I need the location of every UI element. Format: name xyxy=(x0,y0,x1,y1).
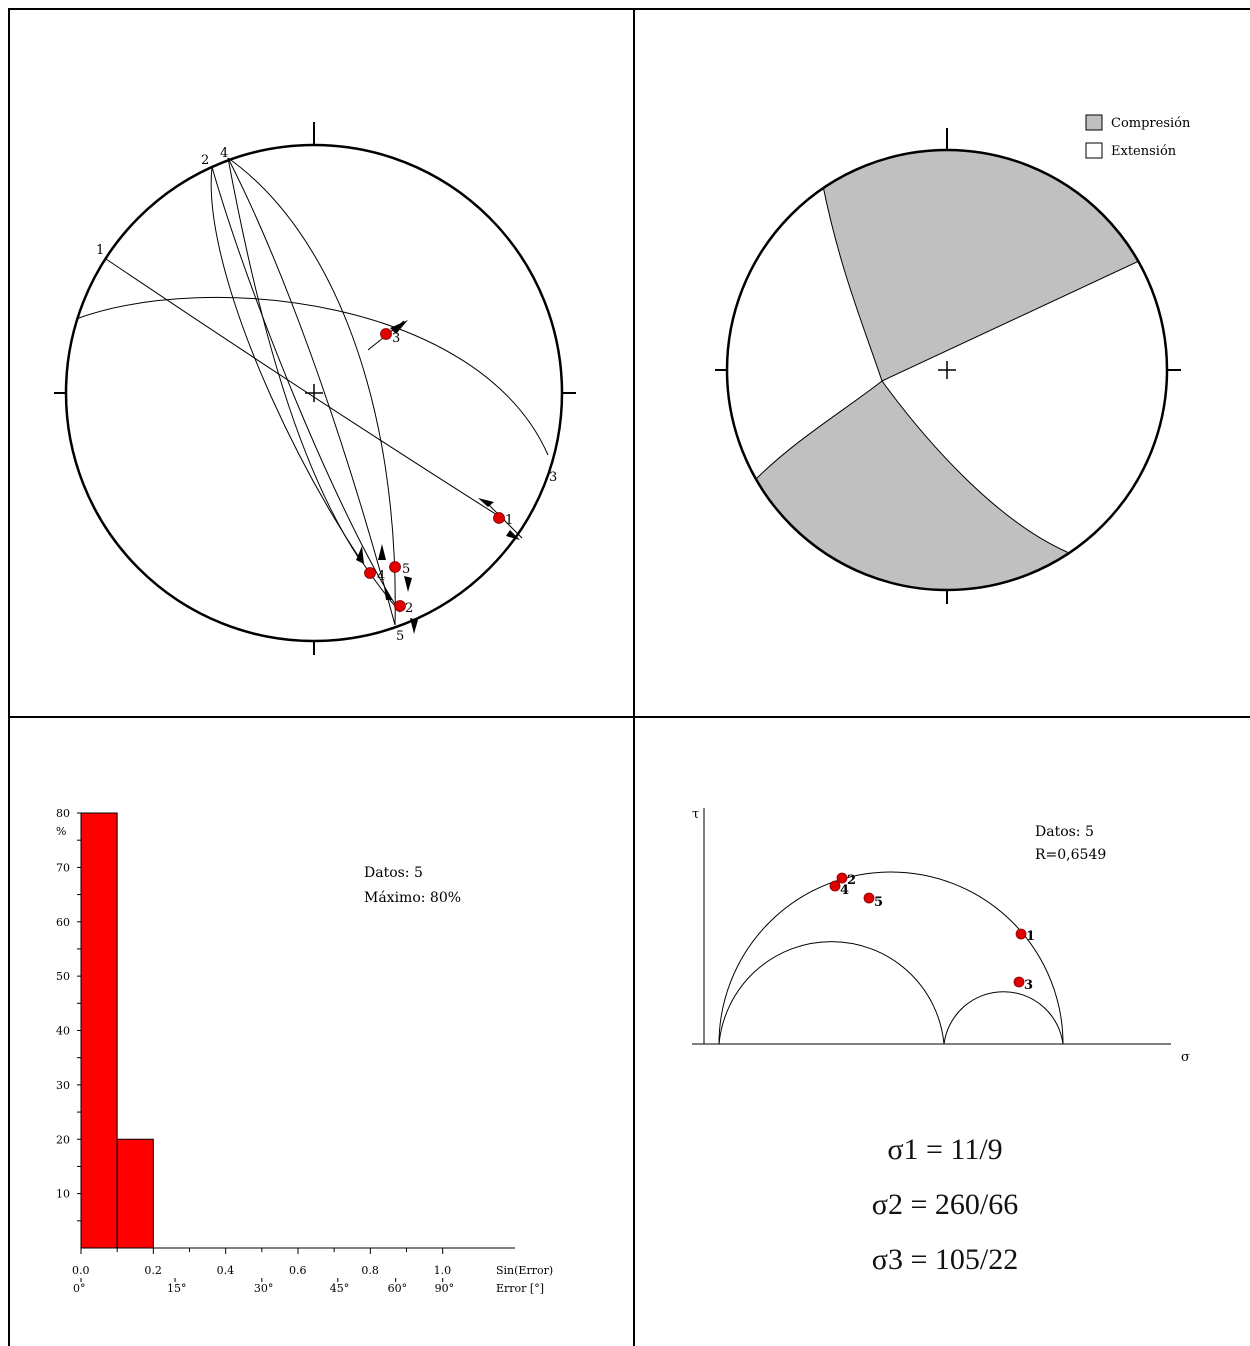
legend-compression-swatch xyxy=(1085,114,1103,131)
point-label-1: 1 xyxy=(505,513,513,528)
mohr-point-4 xyxy=(829,880,841,892)
mohr-point-5 xyxy=(863,892,875,904)
stereonet-point-1 xyxy=(493,512,505,524)
mohr-annotation-r: R=0,6549 xyxy=(1035,847,1106,863)
histogram-deg-tick-label: 15° xyxy=(167,1282,187,1295)
mohr-sigma-label: σ xyxy=(1181,1050,1190,1065)
stress-sigma2: σ2 = 260/66 xyxy=(871,1188,1019,1221)
mohr-panel: τ σ Datos: 5 R=0,6549 1 2 3 4 5 σ1 = 11/… xyxy=(635,718,1250,1346)
stress-sigma3: σ3 = 105/22 xyxy=(871,1243,1019,1276)
error-histogram-panel: 80 70 60 50 40 30 20 10% 0.0 0.2 0.4 0.6 0.8 1.0 0° 15°… xyxy=(10,718,633,1346)
slip-arrow-2a xyxy=(378,544,386,560)
table-divider-horizontal xyxy=(8,716,1250,718)
focal-mechanism-svg: Compresión Extensión xyxy=(715,114,1191,604)
histogram-deg-tick-label: 0° xyxy=(73,1282,86,1295)
fault-plane-2b xyxy=(211,166,401,613)
histogram-deg-tick-label: 60° xyxy=(388,1282,408,1295)
stereonet-svg: 1 2 4 3 5 1 3 4 5 2 xyxy=(54,122,576,655)
mohr-point-label-1: 1 xyxy=(1026,929,1035,944)
slip-arrow-4 xyxy=(356,546,364,564)
slip-arrow-3 xyxy=(390,320,408,334)
histogram-deg-tick-label: 90° xyxy=(435,1282,455,1295)
fault-plane-5 xyxy=(227,157,361,561)
table-divider-vertical xyxy=(633,8,635,1346)
histogram-annotation-max: Máximo: 80% xyxy=(364,890,461,906)
fault-plane-4b xyxy=(227,157,396,626)
mohr-diagram-svg: τ σ Datos: 5 R=0,6549 1 2 3 4 5 xyxy=(692,807,1190,1065)
mohr-circle-small-left xyxy=(718,941,945,1045)
histogram-x-tick-label: 0.2 xyxy=(144,1264,162,1277)
compression-quadrant-south xyxy=(734,380,1068,590)
plane-label-2: 2 xyxy=(201,153,209,168)
mohr-circle-outer xyxy=(718,871,1064,1045)
stereonet-panel: 1 2 4 3 5 1 3 4 5 2 xyxy=(0,0,633,716)
histogram-deg-tick-label: 45° xyxy=(330,1282,350,1295)
point-label-4: 4 xyxy=(377,569,385,584)
stereonet-point-3 xyxy=(380,328,392,340)
stereonet-point-2 xyxy=(394,600,406,612)
legend-extension-label: Extensión xyxy=(1111,144,1177,159)
slip-arrow-2b xyxy=(384,586,392,600)
mohr-tau-label: τ xyxy=(692,807,699,822)
mohr-point-1 xyxy=(1015,928,1027,940)
table-border-top xyxy=(8,8,1250,10)
histogram-y-tick-label: 80 xyxy=(56,807,70,820)
fault-plane-1 xyxy=(105,258,506,521)
stereonet-point-4 xyxy=(364,567,376,579)
mohr-point-label-2: 2 xyxy=(847,873,856,888)
histogram-y-unit: % xyxy=(56,825,66,838)
mohr-circle-small-right xyxy=(943,991,1064,1045)
plane-label-3: 3 xyxy=(549,470,557,485)
mohr-point-label-5: 5 xyxy=(874,895,883,910)
mohr-point-label-4: 4 xyxy=(840,883,849,898)
stress-sigma1: σ1 = 11/9 xyxy=(887,1133,1003,1166)
histogram-x-tick-label: 0.0 xyxy=(72,1264,90,1277)
mohr-annotation-count: Datos: 5 xyxy=(1035,824,1094,840)
histogram-x-tick-label: 0.8 xyxy=(361,1264,379,1277)
fault-plane-2a xyxy=(210,166,401,613)
legend-extension-swatch xyxy=(1085,142,1103,159)
error-histogram-svg: 80 70 60 50 40 30 20 10% 0.0 0.2 0.4 0.6 0.8 1.0 0° 15°… xyxy=(56,807,553,1295)
histogram-x-tick-label: 1.0 xyxy=(434,1264,452,1277)
mohr-point-2 xyxy=(836,872,848,884)
legend-compression-label: Compresión xyxy=(1111,116,1191,131)
histogram-x-tick-label: 0.6 xyxy=(289,1264,307,1277)
histogram-y-tick-label: 40 xyxy=(56,1025,70,1038)
table-border-left xyxy=(8,8,10,1346)
focal-mechanism-panel: Compresión Extensión xyxy=(635,0,1250,716)
histogram-annotation-count: Datos: 5 xyxy=(364,865,423,881)
slip-arrow-5 xyxy=(404,576,412,592)
slip-arrow-2c xyxy=(410,618,418,634)
histogram-y-tick-label: 20 xyxy=(56,1133,70,1146)
histogram-x-tick-label: 0.4 xyxy=(217,1264,235,1277)
histogram-bar-2 xyxy=(116,1138,154,1249)
histogram-y-tick-label: 50 xyxy=(56,970,70,983)
point-label-2: 2 xyxy=(405,601,413,616)
mohr-point-label-3: 3 xyxy=(1024,978,1033,993)
histogram-deg-tick-label: 30° xyxy=(254,1282,273,1295)
histogram-bar-1 xyxy=(80,812,118,1249)
point-label-5: 5 xyxy=(402,562,410,577)
point-label-3: 3 xyxy=(392,331,400,346)
plane-label-5: 5 xyxy=(396,629,404,644)
histogram-x-label-deg: Error [°] xyxy=(496,1282,544,1295)
plane-label-4: 4 xyxy=(220,146,228,161)
stereonet-point-5 xyxy=(389,561,401,573)
mohr-point-3 xyxy=(1013,976,1025,988)
histogram-x-label-sin: Sin(Error) xyxy=(496,1264,553,1277)
plane-label-1: 1 xyxy=(96,243,104,258)
fault-plane-3 xyxy=(75,296,549,456)
histogram-y-tick-label: 60 xyxy=(56,916,70,929)
slip-arrow-1b xyxy=(506,530,520,540)
histogram-y-tick-label: 70 xyxy=(56,861,70,874)
histogram-y-tick-label: 10 xyxy=(56,1188,70,1201)
slip-arrow-1a xyxy=(478,498,494,507)
histogram-y-tick-label: 30 xyxy=(56,1079,70,1092)
fault-plane-4a xyxy=(227,157,396,626)
